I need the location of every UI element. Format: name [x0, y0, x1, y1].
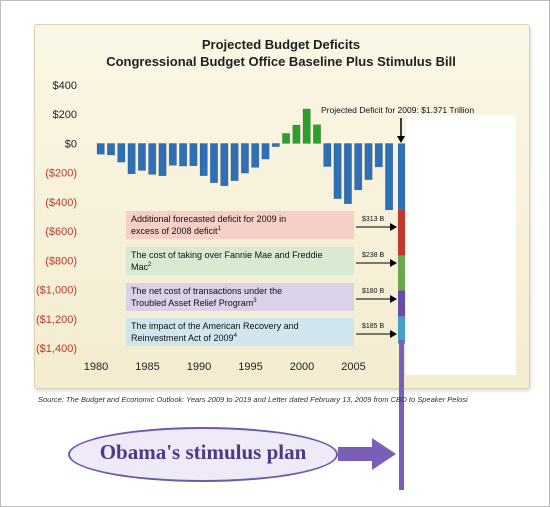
y-tick-label: $200	[53, 109, 77, 121]
source-note: Source: The Budget and Economic Outlook:…	[38, 395, 468, 404]
annotation-box	[126, 318, 354, 346]
y-tick-label: ($1,400)	[36, 343, 77, 355]
bar	[313, 124, 321, 144]
x-tick-label: 1990	[187, 361, 211, 373]
annotation-label: The cost of taking over Fannie Mae and F…	[131, 250, 323, 260]
bar	[220, 143, 229, 187]
bar	[230, 143, 239, 181]
annotation-label: Reinvestment Act of 20094	[131, 333, 238, 343]
annotation-arrowhead	[390, 330, 397, 338]
annotation-amount: $313 B	[362, 216, 385, 223]
bar	[210, 143, 218, 183]
stacked-segment	[398, 255, 405, 291]
bar	[282, 133, 291, 144]
bar	[364, 143, 373, 180]
chart-overlay-blank	[406, 115, 516, 375]
bar	[323, 143, 332, 167]
annotation-box	[126, 247, 354, 275]
bar	[127, 143, 136, 175]
bar	[302, 108, 311, 144]
y-tick-label: $0	[65, 138, 77, 150]
annotation-box	[126, 283, 354, 311]
x-tick-label: 2000	[290, 361, 314, 373]
callout-oval	[68, 427, 338, 482]
stacked-segment	[398, 316, 405, 344]
bar	[158, 143, 167, 176]
callout-text: Obama's stimulus plan	[99, 440, 307, 464]
annotation-label: Troubled Asset Relief Program3	[131, 298, 257, 308]
annotation-box	[126, 211, 354, 239]
y-tick-label: ($1,200)	[36, 314, 77, 326]
annotation-arrowhead	[397, 136, 405, 143]
stimulus-line	[399, 340, 404, 490]
x-tick-label: 1985	[135, 361, 159, 373]
callout-arrow-shaft	[338, 447, 374, 461]
bar	[374, 143, 383, 168]
bar	[148, 143, 157, 175]
bar	[107, 143, 115, 156]
annotation-amount: $185 B	[362, 323, 385, 330]
y-tick-label: ($800)	[45, 255, 77, 267]
annotation-main: Projected Deficit for 2009: $1.371 Trill…	[321, 105, 474, 115]
annotation-label: The net cost of transactions under the	[131, 286, 282, 296]
annotation-label: Additional forecasted deficit for 2009 i…	[131, 214, 286, 224]
bar	[189, 143, 198, 167]
chart-title: Projected Budget Deficits	[201, 37, 361, 52]
bar	[271, 143, 280, 147]
y-tick-label: ($1,000)	[36, 285, 77, 297]
bar	[117, 143, 126, 163]
bar	[261, 143, 270, 160]
y-tick-label: ($600)	[45, 226, 77, 238]
annotation-arrowhead	[390, 295, 397, 303]
annotation-amount: $180 B	[362, 288, 385, 295]
callout-arrow-head	[372, 438, 396, 470]
annotation-label: Mac2	[131, 262, 152, 272]
annotation-label: excess of 2008 deficit1	[131, 226, 222, 236]
annotation-arrowhead	[390, 259, 397, 267]
bar	[96, 143, 105, 155]
bar	[179, 143, 188, 167]
stacked-segment	[398, 209, 405, 256]
bar	[354, 143, 363, 191]
bar	[343, 143, 352, 205]
bar	[385, 143, 394, 211]
y-tick-label: $400	[53, 80, 77, 92]
y-tick-label: ($400)	[45, 197, 77, 209]
bar	[137, 143, 146, 171]
x-tick-label: 1995	[238, 361, 262, 373]
y-tick-label: ($200)	[45, 168, 77, 180]
bar	[251, 143, 260, 168]
annotation-arrowhead	[390, 223, 397, 231]
stacked-segment	[398, 290, 405, 317]
annotation-amount: $238 B	[362, 252, 385, 259]
x-tick-label: 2005	[341, 361, 365, 373]
bar	[333, 143, 342, 199]
annotation-label: The impact of the American Recovery and	[131, 321, 299, 331]
bar	[199, 143, 208, 176]
bar	[240, 143, 249, 174]
chart-subtitle: Congressional Budget Office Baseline Plu…	[106, 54, 456, 69]
x-tick-label: 1980	[84, 361, 108, 373]
bar	[168, 143, 177, 166]
bar-2009-base	[398, 143, 405, 210]
bar	[292, 124, 301, 144]
